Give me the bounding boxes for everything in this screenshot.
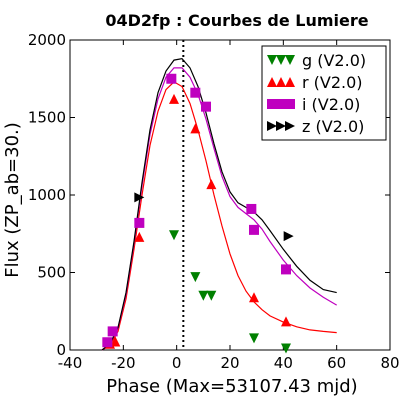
x-tick-label: -40 <box>58 354 83 372</box>
legend-marker <box>267 77 277 87</box>
data-point <box>281 343 291 354</box>
chart-title: 04D2fp : Courbes de Lumiere <box>105 11 368 30</box>
y-tick-label: 2000 <box>28 31 66 49</box>
y-axis-label: Flux (ZP_ab=30.) <box>2 122 23 278</box>
data-point <box>190 123 201 134</box>
x-tick-label: 80 <box>380 354 399 372</box>
y-tick-label: 1500 <box>28 109 66 127</box>
data-point <box>102 337 113 348</box>
legend-marker <box>276 55 286 65</box>
legend-label: g (V2.0) <box>302 51 366 70</box>
plot-area: -40 -20 0 20 40 60 80 0 500 1000 1500 2000 <box>28 31 400 372</box>
legend-marker <box>285 121 295 131</box>
y-tick-label: 1000 <box>28 186 66 204</box>
y-tick-label: 500 <box>37 264 66 282</box>
legend-marker <box>276 99 286 109</box>
x-axis-label: Phase (Max=53107.43 mjd) <box>106 376 357 397</box>
legend-marker <box>267 121 277 131</box>
legend-marker <box>285 77 295 87</box>
data-point <box>166 73 177 84</box>
legend-marker <box>267 99 277 109</box>
data-point <box>249 224 259 235</box>
data-point <box>198 290 209 301</box>
data-point <box>281 264 291 275</box>
data-point <box>249 292 259 303</box>
x-tick-label: 20 <box>220 354 239 372</box>
data-point <box>134 217 145 228</box>
legend-marker <box>267 55 277 65</box>
data-point <box>206 179 217 190</box>
data-point <box>201 101 211 112</box>
data-point <box>190 87 201 98</box>
legend-label: z (V2.0) <box>302 117 364 136</box>
x-tick-label: -20 <box>111 354 136 372</box>
data-point <box>190 272 201 283</box>
x-tick-label: 60 <box>327 354 346 372</box>
data-point <box>169 230 179 241</box>
data-point <box>169 93 179 104</box>
data-point <box>134 231 145 242</box>
data-point <box>134 192 145 203</box>
y-tick-label: 0 <box>56 341 66 359</box>
legend: g (V2.0) r (V2.0) i (V2.0) z (V2.0) <box>261 45 387 141</box>
legend-label: i (V2.0) <box>302 95 360 114</box>
data-point <box>246 203 257 214</box>
data-point <box>107 326 118 337</box>
data-point <box>110 336 121 347</box>
legend-marker <box>285 99 295 109</box>
x-tick-label: 40 <box>274 354 293 372</box>
legend-marker <box>276 77 286 87</box>
data-point <box>281 316 291 327</box>
legend-label: r (V2.0) <box>302 73 363 92</box>
data-point <box>206 290 217 301</box>
data-point <box>249 333 259 344</box>
data-point <box>283 231 294 242</box>
legend-marker <box>285 55 295 65</box>
model-curve <box>101 81 337 351</box>
x-tick-label: 0 <box>172 354 182 372</box>
legend-marker <box>276 121 286 131</box>
